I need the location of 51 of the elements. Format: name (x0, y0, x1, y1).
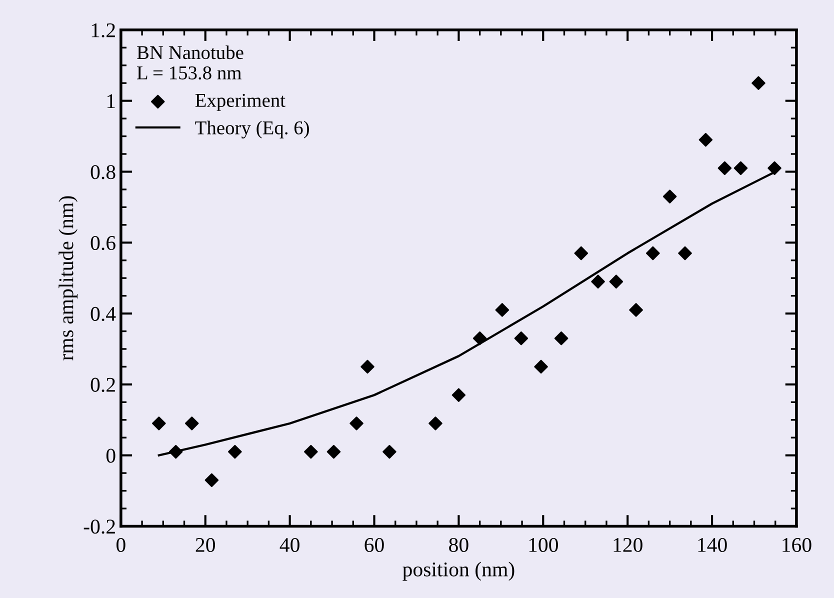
x-tick-label: 60 (364, 538, 384, 552)
point (452, 388, 466, 402)
x-tick-label: 120 (614, 538, 642, 552)
point (350, 416, 364, 430)
point (204, 473, 219, 488)
point (662, 190, 677, 204)
point (554, 331, 568, 346)
point (228, 444, 242, 459)
point (168, 444, 183, 459)
x-tick-label: 140 (698, 538, 727, 552)
legend-label: Experiment (195, 94, 286, 111)
x-axis-title: position (nm) (402, 562, 514, 581)
point (428, 416, 442, 430)
y-tick-label: 0.6 (90, 236, 116, 250)
point (698, 132, 713, 147)
point (718, 161, 732, 176)
point (184, 416, 199, 430)
x-tick-label: 0 (116, 538, 126, 552)
point (382, 444, 396, 459)
y-tick-label: 0.8 (90, 165, 116, 180)
point (152, 416, 166, 430)
point (360, 360, 374, 374)
x-tick-label: 100 (529, 538, 558, 552)
y-tick-label: 1.2 (92, 23, 115, 38)
y-tick-label: -0.2 (84, 520, 115, 534)
y-tick-label: 0.4 (90, 306, 116, 322)
point (646, 246, 660, 260)
point (752, 76, 766, 90)
point (768, 161, 782, 176)
point (678, 246, 692, 260)
legend-title: BN Nanotube L = 153.8 nm (137, 45, 244, 80)
point (326, 444, 341, 459)
point (514, 331, 528, 346)
point (629, 303, 643, 317)
point (734, 161, 748, 176)
point (472, 331, 487, 346)
x-tick-label: 20 (196, 538, 215, 552)
legend-label: Theory (Eq. 6) (195, 120, 309, 138)
point (304, 444, 318, 459)
point (609, 274, 624, 289)
y-tick-label: 0.2 (90, 378, 115, 392)
point (591, 274, 605, 289)
x-tick-label: 40 (280, 538, 300, 552)
y-tick-label: 1 (107, 94, 115, 108)
x-tick-label: 160 (782, 538, 812, 552)
x-tick-label: 80 (449, 538, 468, 552)
point (574, 246, 588, 260)
point (534, 360, 548, 374)
y-tick-label: 0 (106, 448, 116, 463)
point (495, 303, 510, 317)
y-axis-title: rms amplitude (nm) (58, 196, 78, 360)
